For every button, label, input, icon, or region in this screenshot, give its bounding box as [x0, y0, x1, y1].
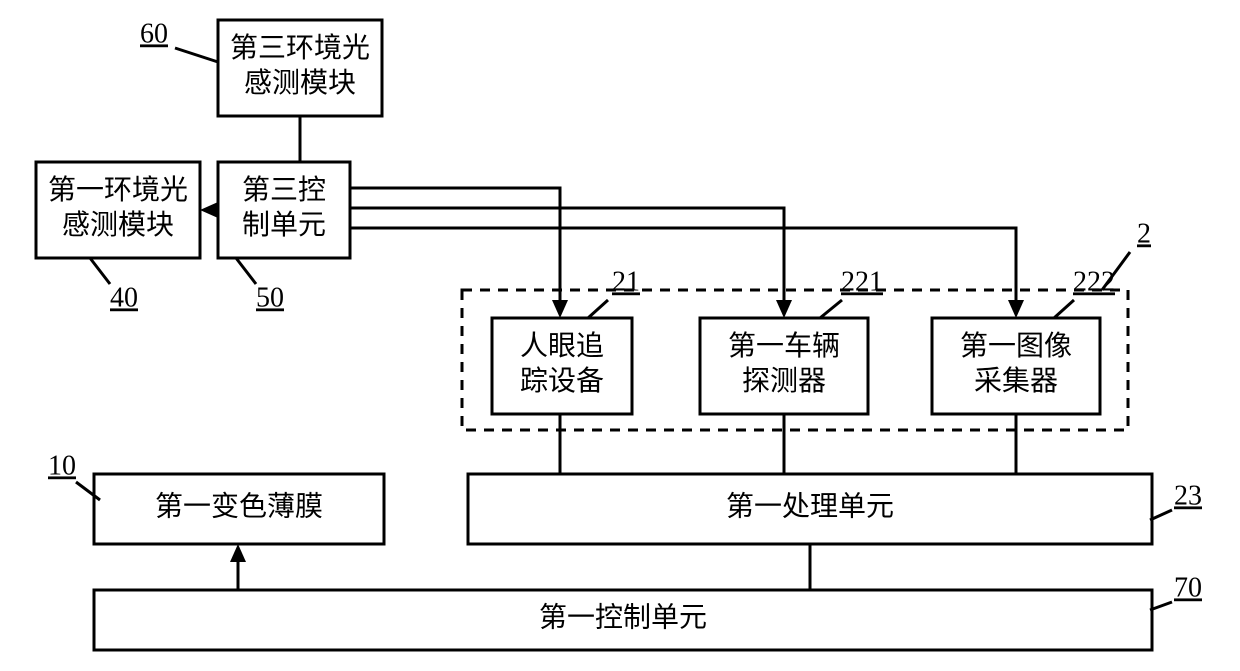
node-label-n10-l0: 第一变色薄膜: [155, 490, 323, 522]
ref-number-50: 50: [256, 282, 284, 313]
arrow-head: [230, 544, 246, 562]
ref-number-70: 70: [1174, 572, 1202, 603]
ref-number-21: 21: [612, 266, 640, 297]
diagram-canvas: 第三环境光感测模块第三控制单元第一环境光感测模块人眼追踪设备第一车辆探测器第一图…: [0, 0, 1240, 671]
ref-number-2: 2: [1137, 218, 1151, 249]
node-label-n60-l0: 第三环境光: [230, 32, 370, 64]
arrow-head: [552, 300, 568, 318]
edge: [350, 208, 784, 307]
node-label-n222-l1: 采集器: [974, 365, 1058, 397]
ref-number-10: 10: [48, 450, 76, 481]
node-label-n50-l0: 第三控: [242, 174, 326, 206]
ref-number-23: 23: [1174, 480, 1202, 511]
ref-number-40: 40: [110, 282, 138, 313]
arrow-head: [776, 300, 792, 318]
ref-number-221: 221: [841, 266, 883, 297]
arrow-head: [200, 202, 218, 218]
ref-leader-50: [236, 258, 256, 284]
node-label-n23-l0: 第一处理单元: [726, 490, 894, 522]
node-label-n60-l1: 感测模块: [244, 67, 356, 99]
node-label-n221-l0: 第一车辆: [728, 330, 840, 362]
node-label-n21-l1: 踪设备: [520, 365, 604, 397]
node-label-n50-l1: 制单元: [242, 209, 326, 241]
node-label-n221-l1: 探测器: [742, 365, 826, 397]
node-label-n40-l0: 第一环境光: [48, 174, 188, 206]
ref-leader-221: [820, 300, 842, 318]
ref-leader-222: [1054, 300, 1074, 318]
ref-leader-60: [175, 48, 218, 62]
edge: [350, 188, 560, 307]
node-label-n222-l0: 第一图像: [960, 330, 1072, 362]
node-label-n70-l0: 第一控制单元: [539, 601, 707, 633]
edge: [350, 228, 1016, 307]
node-label-n40-l1: 感测模块: [62, 209, 174, 241]
ref-leader-21: [588, 300, 608, 318]
ref-number-60: 60: [140, 18, 168, 49]
node-label-n21-l0: 人眼追: [520, 330, 604, 362]
ref-leader-40: [90, 258, 110, 284]
ref-number-222: 222: [1073, 266, 1115, 297]
arrow-head: [1008, 300, 1024, 318]
